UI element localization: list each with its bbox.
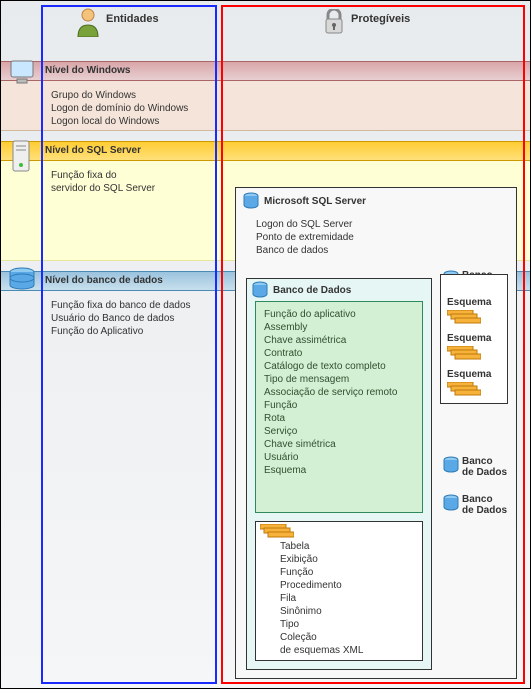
list-item: Ponto de extremidade	[256, 231, 354, 244]
list-item: Rota	[264, 412, 414, 425]
list-item: Usuário	[264, 451, 414, 464]
list-item: Sinônimo	[280, 605, 363, 618]
server-icon	[9, 139, 35, 176]
list-item: Função fixa do	[51, 169, 155, 182]
list-item: Tipo	[280, 618, 363, 631]
database-stack-icon	[7, 267, 37, 296]
side-db-label-3: Bancode Dados	[462, 494, 507, 516]
list-item: Catálogo de texto completo	[264, 360, 414, 373]
list-item: Assembly	[264, 321, 414, 334]
schema-bars-icon	[447, 310, 491, 324]
list-item: Associação de serviço remoto	[264, 386, 414, 399]
side-schema-1: Esquema	[447, 297, 491, 324]
windows-entities-list: Grupo do Windows Logon de domínio do Win…	[51, 89, 188, 128]
list-item: Função do aplicativo	[264, 308, 414, 321]
list-item: Função	[280, 566, 363, 579]
list-item: Função do Aplicativo	[51, 325, 191, 338]
database-icon	[442, 494, 460, 515]
list-item: Serviço	[264, 425, 414, 438]
list-item: servidor do SQL Server	[51, 182, 155, 195]
list-item: Logon de domínio do Windows	[51, 102, 188, 115]
list-item: Procedimento	[280, 579, 363, 592]
list-item: de esquemas XML	[280, 644, 363, 657]
database-icon	[251, 281, 269, 302]
schema-bars-icon	[447, 382, 491, 396]
database-container: Banco de Dados Função do aplicativo Asse…	[246, 278, 432, 670]
database-securables-list: Função do aplicativo Assembly Chave assi…	[255, 301, 423, 513]
schema-bars-icon	[260, 524, 294, 541]
schema-bars-icon	[447, 346, 491, 360]
schema-objects-list: Tabela Exibição Função Procedimento Fila…	[280, 540, 363, 657]
list-item: Coleção	[280, 631, 363, 644]
list-item: Logon local do Windows	[51, 115, 188, 128]
list-item: Logon do SQL Server	[256, 218, 354, 231]
sqlserver-title: Microsoft SQL Server	[264, 196, 366, 207]
sql-entities-list: Função fixa do servidor do SQL Server	[51, 169, 155, 195]
list-item: Contrato	[264, 347, 414, 360]
list-item: Função fixa do banco de dados	[51, 299, 191, 312]
database-icon	[242, 192, 260, 213]
side-db-label-2: Bancode Dados	[462, 456, 507, 478]
sqlserver-container: Microsoft SQL Server Logon do SQL Server…	[235, 187, 517, 679]
list-item: Tipo de mensagem	[264, 373, 414, 386]
db-entities-list: Função fixa do banco de dados Usuário do…	[51, 299, 191, 338]
side-database-container: Esquema Esquema Esquema	[440, 274, 508, 404]
list-item: Fila	[280, 592, 363, 605]
list-item: Usuário do Banco de dados	[51, 312, 191, 325]
database-title: Banco de Dados	[273, 285, 351, 296]
list-item: Grupo do Windows	[51, 89, 188, 102]
database-icon	[442, 456, 460, 477]
list-item: Função	[264, 399, 414, 412]
side-schema-3: Esquema	[447, 369, 491, 396]
side-schema-2: Esquema	[447, 333, 491, 360]
monitor-icon	[9, 59, 37, 88]
list-item: Tabela	[280, 540, 363, 553]
sqlserver-items: Logon do SQL Server Ponto de extremidade…	[256, 218, 354, 257]
list-item: Chave simétrica	[264, 438, 414, 451]
list-item: Banco de dados	[256, 244, 354, 257]
list-item: Esquema	[264, 464, 414, 477]
schema-container: Tabela Exibição Função Procedimento Fila…	[255, 521, 423, 661]
list-item: Exibição	[280, 553, 363, 566]
diagram-canvas: Entidades Protegíveis Nível d	[0, 0, 531, 689]
list-item: Chave assimétrica	[264, 334, 414, 347]
